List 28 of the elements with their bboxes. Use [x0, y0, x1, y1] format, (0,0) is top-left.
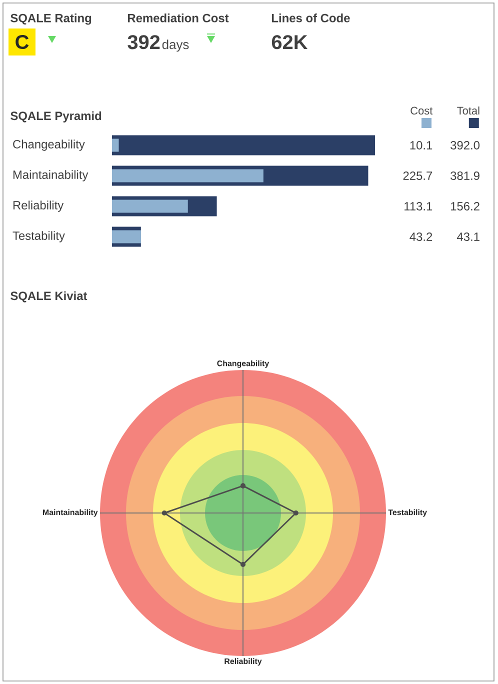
chart-title: SQALE Pyramid — [10, 111, 102, 122]
text: Total — [457, 106, 480, 115]
data-label: 43.2 — [410, 232, 432, 241]
y-tick-label: Testability — [12, 231, 65, 242]
text: 392 — [128, 35, 160, 50]
data-label: 225.7 — [403, 172, 432, 180]
text: days — [162, 40, 189, 52]
y-tick-label: Changeability — [13, 140, 85, 151]
bar — [112, 200, 188, 213]
data-label: 392.0 — [450, 141, 480, 150]
bar — [112, 135, 375, 156]
bar — [112, 138, 119, 152]
text: 62K — [272, 35, 308, 50]
y-tick-label: Reliability — [13, 200, 64, 212]
data-label: 381.9 — [450, 172, 480, 180]
data-label: 113.1 — [404, 202, 432, 210]
data-label: 43.1 — [457, 232, 480, 241]
text: C — [16, 34, 29, 50]
text: Cost — [410, 106, 433, 115]
bar — [112, 169, 264, 182]
data-label: 156.2 — [450, 202, 480, 210]
bar — [112, 230, 141, 244]
y-tick-label: Maintainability — [13, 170, 88, 182]
chart-title: SQALE Kiviat — [10, 291, 88, 302]
text: Lines of Code — [272, 14, 350, 22]
text: Remediation Cost — [128, 14, 229, 22]
text: SQALE Rating — [10, 14, 92, 25]
data-label: 10.1 — [410, 141, 432, 150]
